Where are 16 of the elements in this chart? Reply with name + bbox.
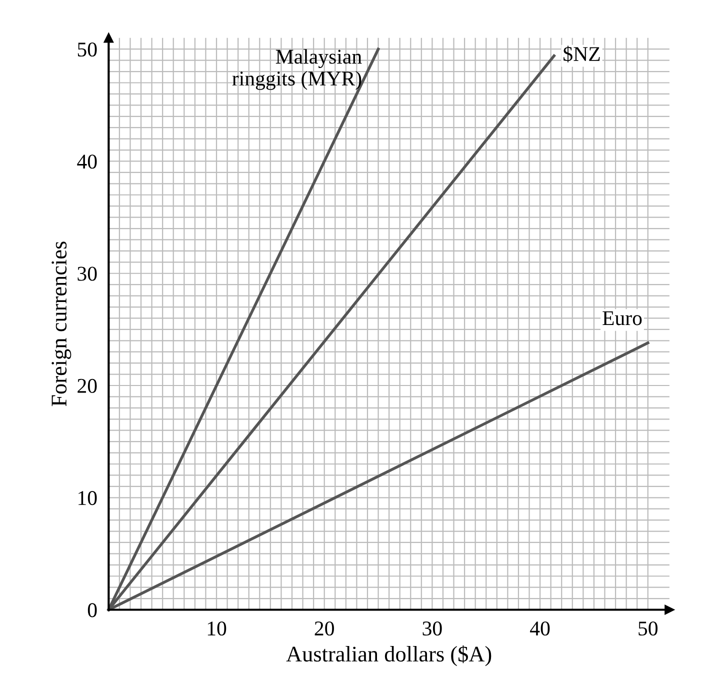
x-tick-label: 10 — [208, 621, 226, 636]
series-label: Malaysian ringgits (MYR) — [232, 49, 362, 90]
y-axis-title: Foreign currencies — [52, 242, 72, 406]
x-tick-label: 20 — [314, 621, 334, 636]
y-tick-label: 50 — [78, 42, 97, 57]
x-tick-label: 40 — [530, 621, 550, 636]
y-tick-label: 40 — [77, 154, 97, 169]
series-label: $NZ — [564, 46, 600, 62]
series-label: Euro — [602, 311, 642, 326]
y-tick-label: 10 — [78, 491, 97, 506]
y-tick-label: 30 — [78, 266, 97, 281]
y-tick-label: 20 — [78, 378, 97, 393]
x-axis-title: Australian dollars ($A) — [286, 645, 492, 666]
x-tick-label: 30 — [422, 621, 442, 636]
x-tick-label: 50 — [638, 621, 658, 636]
y-tick-label: 0 — [88, 603, 97, 618]
